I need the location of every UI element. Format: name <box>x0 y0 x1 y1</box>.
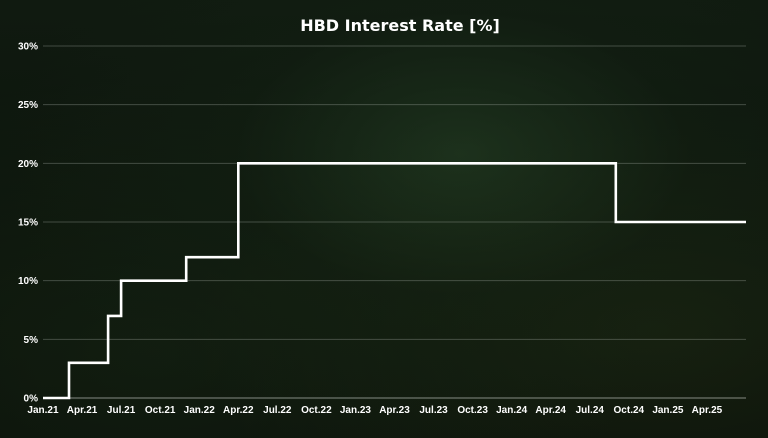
x-tick-label: Jan.25 <box>652 405 684 416</box>
x-tick-label: Jan.23 <box>340 405 372 416</box>
x-tick-label: Jul.23 <box>419 405 448 416</box>
chart-title: HBD Interest Rate [%] <box>300 16 500 35</box>
x-tick-label: Apr.22 <box>223 405 254 416</box>
x-tick-label: Oct.22 <box>301 405 332 416</box>
x-tick-label: Jul.21 <box>107 405 136 416</box>
series-line <box>43 162 746 400</box>
y-tick-label: 25% <box>18 100 38 111</box>
x-tick-label: Apr.24 <box>535 405 566 416</box>
x-axis-ticks: Jan.21 Apr.21 Jul.21 Oct.21 Jan.22 Apr.22 Jul.… <box>27 405 722 416</box>
y-tick-label: 15% <box>18 218 38 229</box>
x-tick-label: Jan.22 <box>184 405 216 416</box>
x-tick-label: Apr.21 <box>67 405 98 416</box>
x-tick-label: Jan.24 <box>496 405 528 416</box>
x-tick-label: Jan.21 <box>27 405 59 416</box>
y-tick-label: 5% <box>24 335 39 346</box>
x-tick-label: Jul.22 <box>263 405 292 416</box>
y-tick-label: 30% <box>18 42 38 53</box>
x-tick-label: Oct.24 <box>614 405 645 416</box>
y-tick-label: 10% <box>18 276 38 287</box>
series-layer <box>43 162 746 400</box>
x-tick-label: Apr.25 <box>692 405 723 416</box>
y-axis-ticks: 0% 5% 10% 15% 20% 25% 30% <box>18 42 38 405</box>
x-tick-label: Oct.21 <box>145 405 176 416</box>
x-tick-label: Apr.23 <box>379 405 410 416</box>
x-tick-label: Oct.23 <box>457 405 488 416</box>
y-tick-label: 20% <box>18 159 38 170</box>
y-tick-label: 0% <box>24 394 39 405</box>
x-tick-label: Jul.24 <box>576 405 605 416</box>
